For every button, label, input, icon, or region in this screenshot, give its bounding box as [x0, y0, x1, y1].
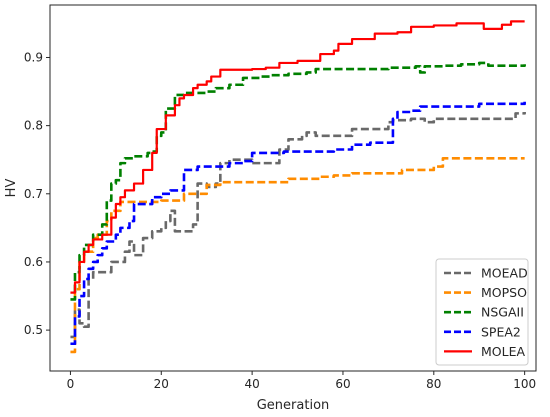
series-line-molea: [70, 20, 525, 294]
x-tick-label: 0: [67, 377, 75, 391]
y-tick-label: 0.9: [24, 50, 43, 64]
x-tick-label: 60: [335, 377, 350, 391]
series-line-spea2: [70, 101, 526, 346]
series-layer: [70, 20, 526, 354]
legend-label-molea: MOLEA: [481, 344, 525, 359]
series-line-nsgaii: [70, 61, 526, 301]
y-tick-label: 0.5: [24, 323, 43, 337]
y-tick-label: 0.6: [24, 255, 43, 269]
legend-label-mopso: MOPSO: [481, 285, 527, 300]
y-axis-label: HV: [4, 179, 19, 198]
legend: MOEAD MOPSO NSGAII SPEA2 MOLEA: [435, 258, 529, 366]
y-tick-label: 0.7: [24, 187, 43, 201]
x-tick-label: 80: [426, 377, 441, 391]
plot-frame: [49, 4, 537, 372]
x-axis-label: Generation: [257, 398, 330, 413]
x-tick-label: 40: [244, 377, 259, 391]
legend-label-nsgaii: NSGAII: [481, 305, 524, 320]
y-tick-label: 0.8: [24, 119, 43, 133]
x-tick-label: 100: [513, 377, 536, 391]
legend-box: [435, 258, 529, 366]
series-line-mopso: [70, 157, 525, 354]
legend-label-moead: MOEAD: [481, 266, 528, 281]
x-axis-ticks: 0 20 40 60 80 100: [67, 371, 536, 391]
y-axis-ticks: 0.5 0.6 0.7 0.8 0.9: [24, 50, 50, 337]
legend-label-spea2: SPEA2: [481, 324, 521, 339]
series-line-moead: [70, 112, 526, 339]
x-tick-label: 20: [154, 377, 169, 391]
